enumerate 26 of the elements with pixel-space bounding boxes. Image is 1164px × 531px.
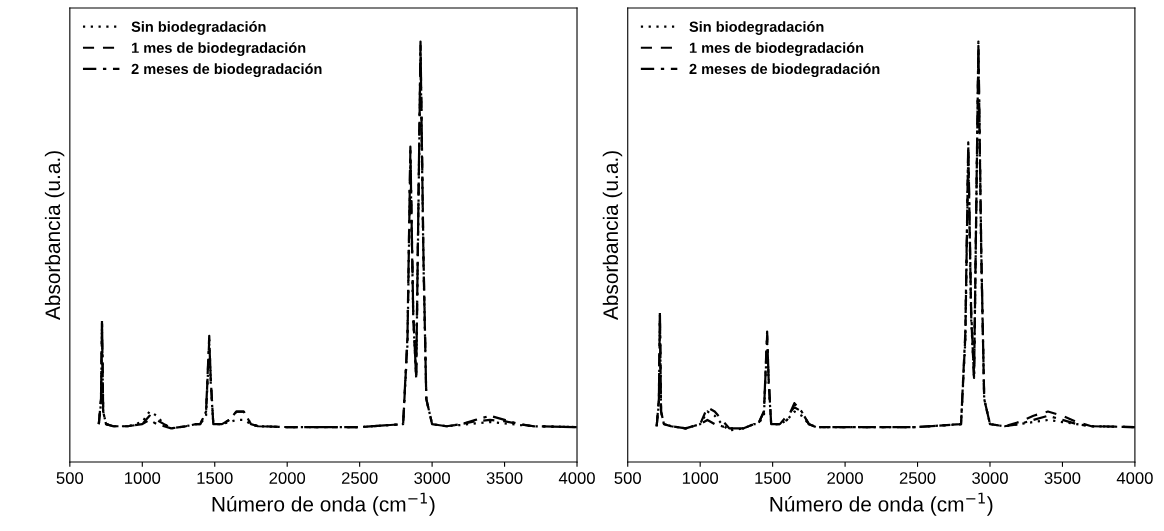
x-tick-label: 2500 [899, 472, 936, 484]
x-tick-label: 1500 [197, 472, 233, 484]
x-tick-label: 500 [614, 472, 641, 484]
legend-label: 1 mes de biodegradación [689, 42, 864, 56]
x-tick-label: 2500 [341, 472, 378, 484]
legend-label: Sin biodegradación [131, 21, 266, 35]
x-axis-title: Número de onda (cm$^{−1}$) [212, 492, 435, 516]
x-axis-title: Número de onda (cm$^{−1}$) [770, 492, 993, 516]
x-tick-label: 2000 [269, 472, 306, 484]
x-tick-label: 1000 [682, 472, 719, 484]
x-tick-label: 3500 [1044, 472, 1081, 484]
y-axis-title: Absorbancia (u.a.) [602, 151, 623, 321]
legend-label: Sin biodegradación [689, 21, 824, 35]
legend-label: 2 meses de biodegradación [131, 63, 322, 78]
x-tick-label: 3500 [486, 472, 523, 484]
x-tick-label: 2000 [827, 472, 863, 484]
x-tick-label: 500 [56, 472, 84, 484]
y-axis-title: Absorbancia (u.a.) [44, 151, 65, 321]
x-tick-label: 4000 [1116, 472, 1153, 484]
x-tick-label: 4000 [558, 472, 595, 484]
legend-label: 2 meses de biodegradación [689, 63, 880, 78]
x-tick-label: 1000 [125, 472, 161, 484]
x-tick-label: 3000 [414, 472, 450, 484]
x-tick-label: 3000 [972, 472, 1008, 484]
legend-label: 1 mes de biodegradación [132, 42, 306, 56]
x-tick-label: 1500 [755, 472, 791, 484]
